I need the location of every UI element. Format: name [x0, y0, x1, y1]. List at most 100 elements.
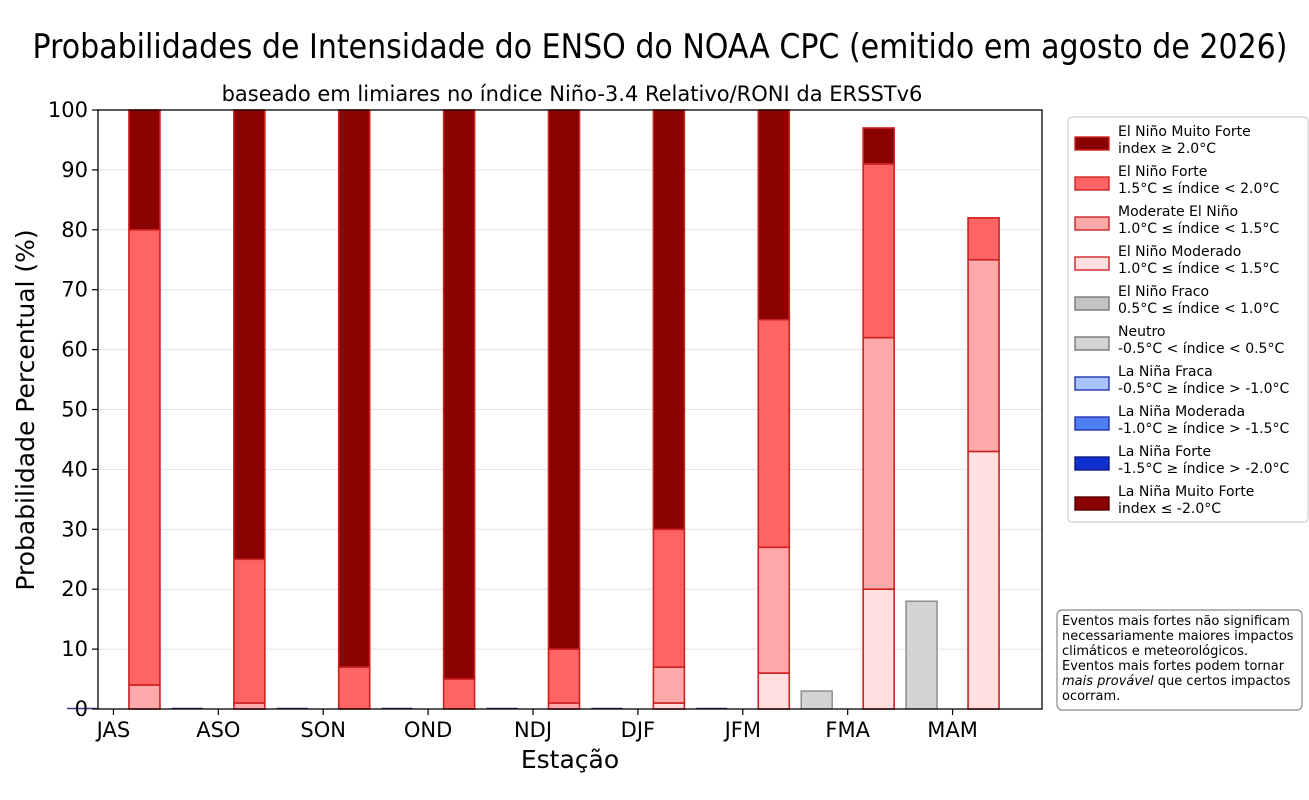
- x-tick-label: ASO: [196, 718, 240, 742]
- bar-segment: [967, 217, 1000, 261]
- y-tick-label: 0: [75, 697, 88, 721]
- bar-segment: [442, 678, 476, 710]
- annotation-line: Eventos mais fortes podem tornar: [1062, 659, 1285, 674]
- bar-segment: [757, 109, 791, 321]
- annotation-line: ocorram.: [1062, 689, 1120, 704]
- bar-segment: [652, 702, 686, 710]
- x-tick-label: OND: [404, 718, 452, 742]
- legend-entry: El Niño Moderado: [1118, 244, 1241, 260]
- y-tick-label: 30: [61, 517, 88, 541]
- legend-entry-desc: -1.0°C ≥ índice > -1.5°C: [1118, 421, 1290, 437]
- legend-swatch: [1074, 456, 1110, 471]
- bar-segment: [652, 109, 686, 531]
- legend-entry-desc: 1.0°C ≤ índice < 1.5°C: [1118, 261, 1279, 277]
- x-tick-label: JAS: [95, 718, 131, 742]
- legend-swatch: [1074, 136, 1110, 151]
- annotation-line: mais provável que certos impactos: [1062, 674, 1291, 689]
- legend-swatch: [1074, 416, 1110, 431]
- legend-entry-desc: 1.0°C ≤ índice < 1.5°C: [1118, 221, 1279, 237]
- bar-segment: [337, 109, 371, 668]
- annotation-line: climáticos e meteorológicos.: [1062, 644, 1248, 659]
- bar-segment: [547, 109, 581, 650]
- legend-entry: La Niña Moderada: [1118, 404, 1245, 420]
- y-tick-label: 80: [61, 218, 88, 242]
- bar-segment: [652, 528, 686, 668]
- legend-entry: El Niño Fraco: [1118, 284, 1209, 300]
- y-tick-label: 50: [61, 398, 88, 422]
- legend-entry-desc: -1.5°C ≥ índice > -2.0°C: [1118, 461, 1290, 477]
- bar-segment: [547, 648, 581, 704]
- legend-entry-desc: 0.5°C ≤ índice < 1.0°C: [1118, 301, 1279, 317]
- chart-subtitle: baseado em limiares no índice Niño-3.4 R…: [222, 82, 923, 106]
- legend-entry: Moderate El Niño: [1118, 204, 1238, 220]
- bar-segment: [757, 318, 791, 549]
- legend-swatch: [1074, 176, 1110, 191]
- y-tick-label: 20: [61, 577, 88, 601]
- bar-segment: [233, 558, 266, 704]
- bar-segment: [757, 672, 791, 710]
- x-tick-label: SON: [300, 718, 346, 742]
- y-tick-label: 40: [61, 457, 88, 481]
- x-tick-label: NDJ: [514, 718, 552, 742]
- bar-segment: [862, 336, 895, 590]
- legend-entry: El Niño Forte: [1118, 164, 1207, 180]
- bar-segment: [547, 702, 581, 710]
- legend-swatch: [1074, 296, 1110, 311]
- chart-title: Probabilidades de Intensidade do ENSO do…: [33, 27, 1288, 67]
- bar-segment: [128, 109, 161, 231]
- y-tick-label: 100: [48, 98, 88, 122]
- bar-segment: [128, 684, 161, 710]
- bar-segment: [757, 546, 791, 674]
- annotation-after-italic: que certos impactos: [1154, 674, 1291, 689]
- x-axis: JAS ASO SON OND NDJ DJF JFM FMA MAM: [95, 709, 978, 742]
- legend-swatch: [1074, 216, 1110, 231]
- y-axis-label: Probabilidade Percentual (%): [11, 229, 40, 590]
- y-axis: 0 10 20 30 40 50 60 70 80 90 100: [48, 98, 98, 721]
- bar-segment: [862, 163, 895, 339]
- annotation-frame: [1056, 609, 1303, 711]
- bar-segment: [337, 666, 371, 710]
- bar-segment: [442, 109, 476, 680]
- legend-entry: El Niño Muito Forte: [1118, 124, 1251, 140]
- legend-swatch: [1074, 256, 1110, 271]
- legend-entry-desc: index ≤ -2.0°C: [1118, 501, 1221, 517]
- y-tick-label: 10: [61, 637, 88, 661]
- legend-entry: La Niña Muito Forte: [1118, 484, 1254, 500]
- legend-swatch: [1074, 336, 1110, 351]
- y-tick-label: 70: [61, 278, 88, 302]
- legend-entry-desc: index ≥ 2.0°C: [1118, 141, 1216, 157]
- y-tick-label: 90: [61, 158, 88, 182]
- legend-entry-desc: -0.5°C ≥ índice > -1.0°C: [1118, 381, 1290, 397]
- annotation-line: necessariamente maiores impactos: [1062, 629, 1294, 644]
- x-tick-label: MAM: [927, 718, 978, 742]
- legend-swatch: [1074, 496, 1110, 511]
- legend-swatch: [1074, 376, 1110, 391]
- legend-entry-desc: 1.5°C ≤ índice < 2.0°C: [1118, 181, 1279, 197]
- legend-entry: La Niña Forte: [1118, 444, 1211, 460]
- bar-segment: [233, 702, 266, 710]
- bars: [66, 109, 1000, 710]
- legend-entry-desc: -0.5°C < índice < 0.5°C: [1118, 341, 1284, 357]
- bar-segment: [905, 600, 938, 710]
- annotation-italic: mais provável: [1062, 674, 1154, 689]
- x-tick-label: DJF: [621, 718, 655, 742]
- bar-segment: [800, 690, 833, 710]
- x-tick-label: FMA: [825, 718, 870, 742]
- annotation-line: Eventos mais fortes não significam: [1062, 614, 1290, 629]
- x-axis-label: Estação: [521, 745, 619, 774]
- bar-segment: [862, 127, 895, 165]
- bar-segment: [128, 229, 161, 686]
- legend-entry: Neutro: [1118, 324, 1165, 340]
- bar-segment: [652, 666, 686, 704]
- bar-segment: [967, 450, 1000, 710]
- x-tick-label: JFM: [723, 718, 761, 742]
- legend-entry: La Niña Fraca: [1118, 364, 1213, 380]
- bar-segment: [233, 109, 266, 561]
- legend-box: [1067, 116, 1309, 523]
- bar-segment: [967, 258, 1000, 453]
- y-tick-label: 60: [61, 338, 88, 362]
- annotation-box: Eventos mais fortes não significamnecess…: [1056, 609, 1303, 711]
- bar-segment: [862, 588, 895, 710]
